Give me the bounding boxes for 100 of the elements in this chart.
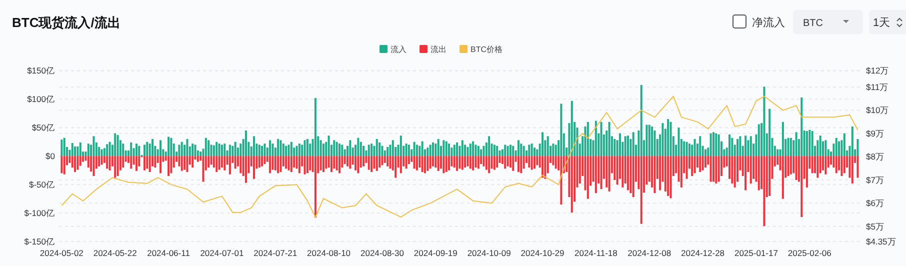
bar: [678, 128, 680, 156]
bar: [667, 119, 670, 156]
bar: [116, 156, 119, 176]
bar: [320, 156, 322, 170]
bar: [584, 126, 586, 156]
bar: [811, 156, 814, 174]
line-series: [61, 96, 858, 218]
bar: [493, 156, 496, 170]
bar: [856, 156, 859, 178]
bar: [333, 140, 336, 156]
bar: [288, 156, 290, 170]
bar: [686, 156, 688, 179]
bar: [224, 156, 226, 170]
bar: [76, 156, 79, 170]
bar: [280, 156, 282, 172]
bar: [192, 144, 194, 156]
bar: [843, 133, 846, 156]
bar: [442, 156, 445, 174]
bar: [216, 156, 218, 172]
bar: [528, 144, 530, 156]
bar: [114, 156, 116, 178]
bar: [421, 141, 424, 156]
bar: [349, 156, 352, 169]
x-tick-label: 2024-12-08: [628, 248, 672, 258]
bar: [474, 156, 477, 168]
bar: [325, 156, 328, 169]
bar: [477, 156, 480, 169]
bar: [298, 144, 300, 156]
bar: [346, 156, 349, 166]
bar: [710, 156, 712, 182]
bar: [670, 156, 672, 198]
bar: [146, 156, 148, 169]
bar: [606, 156, 608, 188]
bar: [506, 156, 509, 166]
bar: [280, 140, 282, 156]
x-tick-label: 2024-10-29: [520, 248, 565, 258]
bar: [517, 140, 520, 156]
bar: [135, 144, 138, 156]
bar: [296, 156, 298, 169]
bar: [758, 124, 760, 156]
bar: [630, 156, 632, 194]
bar: [405, 144, 408, 156]
bar: [378, 142, 381, 156]
y2-tick-label: $6万: [866, 198, 884, 208]
bar: [552, 156, 554, 166]
bar: [763, 156, 766, 226]
bar: [106, 156, 108, 169]
bar: [578, 156, 581, 184]
bar: [298, 156, 300, 174]
bar: [74, 146, 76, 156]
bar: [546, 136, 549, 156]
bar: [384, 150, 386, 156]
bar: [622, 156, 624, 188]
bar: [626, 156, 629, 190]
bar: [795, 132, 798, 156]
bar: [632, 156, 634, 198]
bar: [151, 139, 154, 156]
bar: [373, 156, 376, 169]
bar: [322, 144, 324, 156]
bar: [184, 156, 186, 170]
bar: [776, 149, 779, 156]
bar: [600, 122, 602, 156]
bar: [501, 156, 504, 164]
bar: [429, 144, 432, 156]
bar: [624, 136, 626, 156]
bar: [560, 104, 562, 156]
bar: [336, 142, 338, 156]
bar: [333, 156, 336, 169]
bar: [218, 156, 220, 170]
bar: [768, 108, 771, 156]
y2-tick-label: $8万: [866, 152, 884, 162]
bar: [819, 156, 822, 174]
bar: [453, 144, 456, 156]
bar: [782, 156, 784, 199]
bar: [264, 156, 266, 164]
bar: [264, 144, 266, 156]
bar: [384, 156, 386, 163]
bar: [750, 156, 752, 184]
bar: [544, 156, 546, 179]
y2-tick-label: $11万: [866, 82, 889, 92]
y-tick-label: $50亿: [32, 122, 55, 133]
bar: [728, 134, 731, 156]
bar: [92, 136, 95, 156]
bar: [808, 130, 811, 156]
bar: [806, 131, 808, 156]
bar: [143, 156, 146, 170]
bar: [426, 148, 429, 156]
bar: [192, 156, 194, 168]
bar: [835, 156, 838, 174]
bar: [170, 138, 172, 156]
bar: [466, 156, 469, 166]
bar: [851, 126, 854, 156]
bar: [122, 144, 124, 156]
y2-tick-label: $12万: [866, 66, 890, 76]
bar: [368, 156, 370, 170]
bar: [830, 156, 832, 165]
bar: [261, 156, 264, 166]
x-tick-label: 2024-09-19: [414, 248, 458, 258]
bar: [421, 156, 424, 172]
bar: [530, 156, 533, 170]
